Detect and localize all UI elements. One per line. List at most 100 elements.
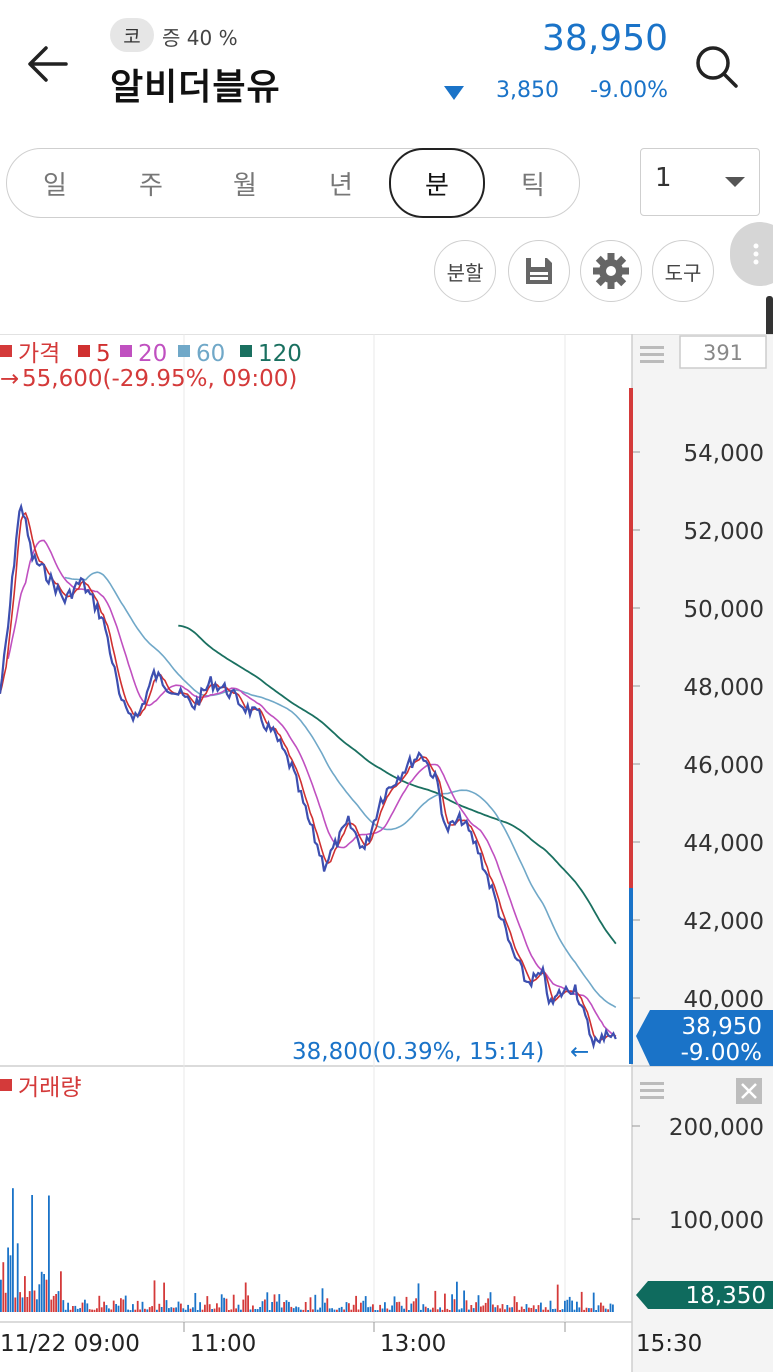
search-button[interactable] xyxy=(692,42,740,90)
volume-bar xyxy=(115,1304,117,1312)
volume-menu-icon[interactable] xyxy=(640,1082,664,1099)
more-button[interactable] xyxy=(730,222,773,286)
volume-bar xyxy=(595,1310,597,1312)
volume-bar xyxy=(223,1297,225,1312)
volume-bar xyxy=(93,1309,96,1312)
price-tick-label: 46,000 xyxy=(684,753,764,779)
volume-bar xyxy=(60,1271,62,1312)
volume-bar xyxy=(4,1292,7,1312)
price-axis-ticks: 54,000 52,000 50,000 48,000 46,000 44,000 42,0… xyxy=(632,441,764,1013)
high-note: 55,600(-29.95%, 09:00) xyxy=(22,366,297,392)
volume-bar xyxy=(578,1307,581,1312)
volume-bar xyxy=(530,1308,533,1312)
volume-bar xyxy=(468,1309,470,1312)
volume-bar xyxy=(175,1307,177,1312)
volume-bar xyxy=(492,1304,494,1312)
volume-bar xyxy=(187,1304,189,1312)
volume-bar xyxy=(451,1294,453,1312)
x-tick-1530: 15:30 xyxy=(636,1331,702,1357)
price-tick-label: 52,000 xyxy=(684,519,764,545)
interval-value: 1 xyxy=(655,163,672,193)
volume-bar xyxy=(405,1296,408,1312)
volume-bar xyxy=(576,1301,578,1312)
volume-bar xyxy=(328,1308,331,1312)
volume-bar xyxy=(228,1310,230,1312)
tab-tick[interactable]: 틱 xyxy=(521,170,545,201)
volume-bar xyxy=(132,1304,134,1312)
volume-bar xyxy=(384,1302,386,1312)
volume-bar xyxy=(516,1302,518,1312)
volume-bar xyxy=(571,1300,573,1312)
stock-chart[interactable]: 54,000 52,000 50,000 48,000 46,000 44,000 42,0… xyxy=(0,334,773,1372)
price-tick-label: 40,000 xyxy=(684,987,764,1013)
volume-bar xyxy=(547,1309,549,1312)
volume-bar xyxy=(463,1290,465,1312)
volume-bar xyxy=(453,1299,456,1312)
volume-bar xyxy=(88,1309,91,1312)
volume-bar xyxy=(40,1271,43,1312)
close-icon[interactable] xyxy=(736,1078,762,1104)
volume-bar xyxy=(379,1304,381,1312)
hamburger-icon[interactable] xyxy=(640,346,664,363)
volume-bar xyxy=(264,1299,266,1312)
volume-bar xyxy=(261,1301,264,1312)
price-legend: 가격 5 20 60 120 xyxy=(0,341,302,367)
volume-bar xyxy=(136,1300,139,1312)
volume-bar xyxy=(103,1301,105,1312)
volume-bar xyxy=(448,1310,451,1312)
volume-bar xyxy=(254,1309,257,1312)
back-button[interactable] xyxy=(22,38,74,90)
volume-bar xyxy=(376,1310,379,1312)
volume-bar xyxy=(91,1309,93,1312)
price-tick-label: 54,000 xyxy=(684,441,764,467)
volume-bar xyxy=(96,1308,98,1312)
volume-bar xyxy=(336,1309,338,1312)
interval-select[interactable]: 1 xyxy=(640,148,760,216)
tools-label: 도구 xyxy=(664,260,702,285)
volume-bar xyxy=(333,1309,336,1312)
volume-bar xyxy=(69,1309,72,1312)
volume-bar xyxy=(583,1309,585,1312)
volume-bar xyxy=(242,1299,245,1312)
volume-bar xyxy=(580,1291,583,1312)
tab-week[interactable]: 주 xyxy=(139,170,163,201)
volume-label: 거래량 xyxy=(18,1075,81,1101)
volume-tick-200000: 200,000 xyxy=(669,1115,764,1141)
volume-bar xyxy=(321,1288,324,1312)
volume-bar xyxy=(196,1310,199,1312)
volume-bar xyxy=(475,1302,477,1312)
volume-bar xyxy=(259,1307,261,1312)
volume-bar xyxy=(151,1306,153,1312)
tab-year[interactable]: 년 xyxy=(329,170,353,201)
volume-bar xyxy=(537,1305,540,1312)
volume-bar xyxy=(285,1300,288,1312)
tools-button[interactable]: 도구 xyxy=(652,240,714,302)
volume-bar xyxy=(477,1295,480,1312)
volume-bar xyxy=(156,1309,158,1312)
volume-bar xyxy=(415,1298,417,1312)
volume-bar xyxy=(144,1308,146,1312)
split-button[interactable]: 분할 xyxy=(434,240,496,302)
volume-bar xyxy=(427,1308,429,1312)
volume-bar xyxy=(74,1305,77,1312)
volume-bar xyxy=(324,1302,326,1312)
volume-bar xyxy=(326,1298,329,1312)
volume-bar xyxy=(420,1309,422,1312)
tab-day[interactable]: 일 xyxy=(43,170,67,201)
volume-bar xyxy=(163,1282,165,1312)
tab-minute[interactable]: 분 xyxy=(389,148,485,218)
volume-bar xyxy=(24,1276,26,1312)
volume-bar xyxy=(403,1308,405,1312)
volume-bar xyxy=(408,1310,410,1312)
settings-button[interactable] xyxy=(580,240,642,302)
count-box xyxy=(679,335,767,369)
volume-bar xyxy=(134,1309,137,1312)
tab-month[interactable]: 월 xyxy=(233,170,257,201)
volume-bar xyxy=(436,1309,439,1312)
volume-bar xyxy=(338,1307,341,1312)
low-note: 38,800(0.39%, 15:14) xyxy=(292,1039,544,1065)
down-triangle-icon xyxy=(444,86,464,100)
vertical-grid xyxy=(183,334,566,1322)
volume-bar xyxy=(220,1294,223,1312)
save-button[interactable] xyxy=(508,240,570,302)
